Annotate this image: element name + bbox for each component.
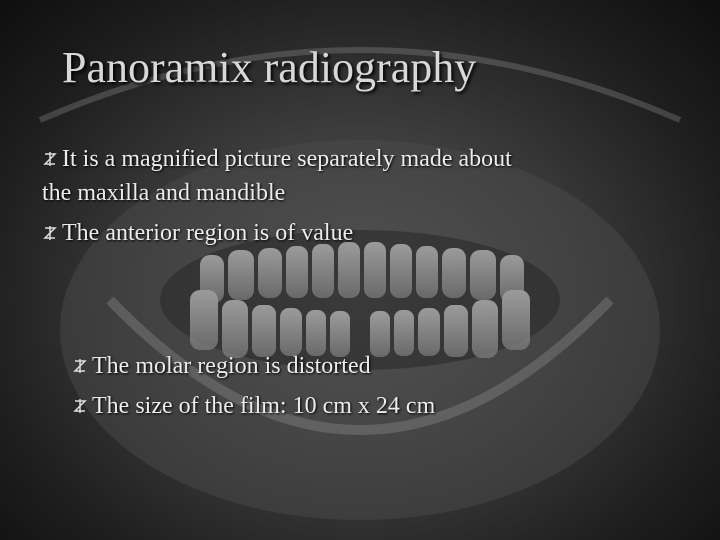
slide-title: Panoramix radiography	[62, 43, 477, 92]
bullet-icon	[43, 226, 57, 240]
bullet-text: The anterior region is of value	[62, 220, 354, 246]
bullet-text: The size of the film: 10 cm x 24 cm	[92, 393, 436, 419]
bullet-icon	[73, 359, 87, 373]
sub-bullet: The molar region is distorted	[72, 349, 371, 383]
bullet: It is a magnified picture separately mad…	[42, 142, 522, 210]
sub-bullet: The size of the film: 10 cm x 24 cm	[72, 389, 435, 423]
bullet-text: The molar region is distorted	[92, 353, 371, 379]
bullet-icon	[43, 152, 57, 166]
bullet-text: It is a magnified picture separately mad…	[42, 146, 512, 206]
bullet-icon	[73, 399, 87, 413]
bullet: The anterior region is of value	[42, 216, 353, 250]
